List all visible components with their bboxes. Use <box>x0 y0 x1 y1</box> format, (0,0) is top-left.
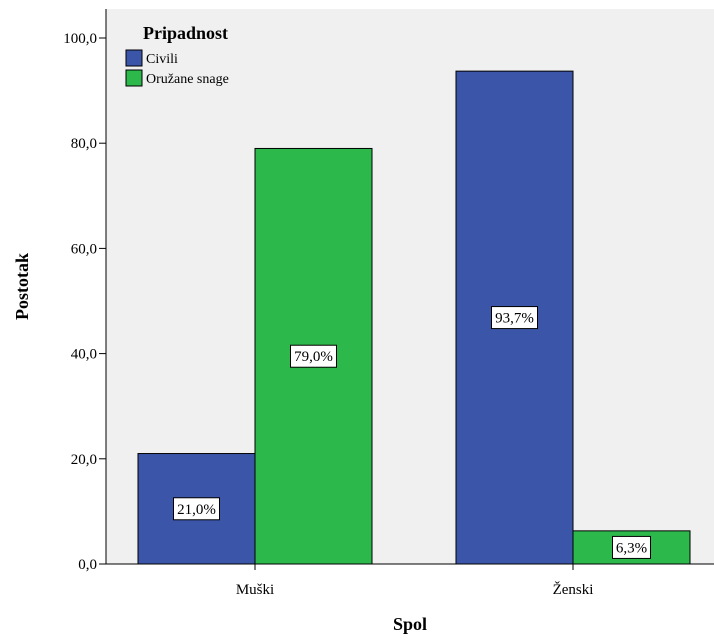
data-label: 93,7% <box>495 311 534 327</box>
x-tick-label: Ženski <box>553 581 594 598</box>
legend: Pripadnost Civili Oružane snage <box>125 23 229 87</box>
data-label: 21,0% <box>177 502 216 518</box>
legend-title: Pripadnost <box>143 23 228 43</box>
legend-label: Civili <box>146 52 178 67</box>
y-axis-title: Postotak <box>12 253 32 320</box>
data-label-box <box>612 535 651 559</box>
y-tick-label: 100,0 <box>63 31 97 47</box>
y-tick-label: 0,0 <box>78 557 97 573</box>
legend-label: Oružane snage <box>146 72 229 87</box>
x-tick-label: Muški <box>236 582 274 598</box>
y-tick-label: 60,0 <box>71 241 97 257</box>
legend-swatch-1 <box>125 69 143 87</box>
legend-swatch-0 <box>125 49 143 67</box>
data-label: 79,0% <box>294 349 333 365</box>
x-axis-title: Spol <box>393 614 427 634</box>
y-tick-label: 80,0 <box>71 136 97 152</box>
data-label-box <box>491 306 538 330</box>
y-tick-label: 40,0 <box>71 347 97 363</box>
data-label-box <box>173 497 220 521</box>
y-tick-label: 20,0 <box>71 452 97 468</box>
data-label-box <box>290 344 337 368</box>
data-label: 6,3% <box>616 540 647 556</box>
